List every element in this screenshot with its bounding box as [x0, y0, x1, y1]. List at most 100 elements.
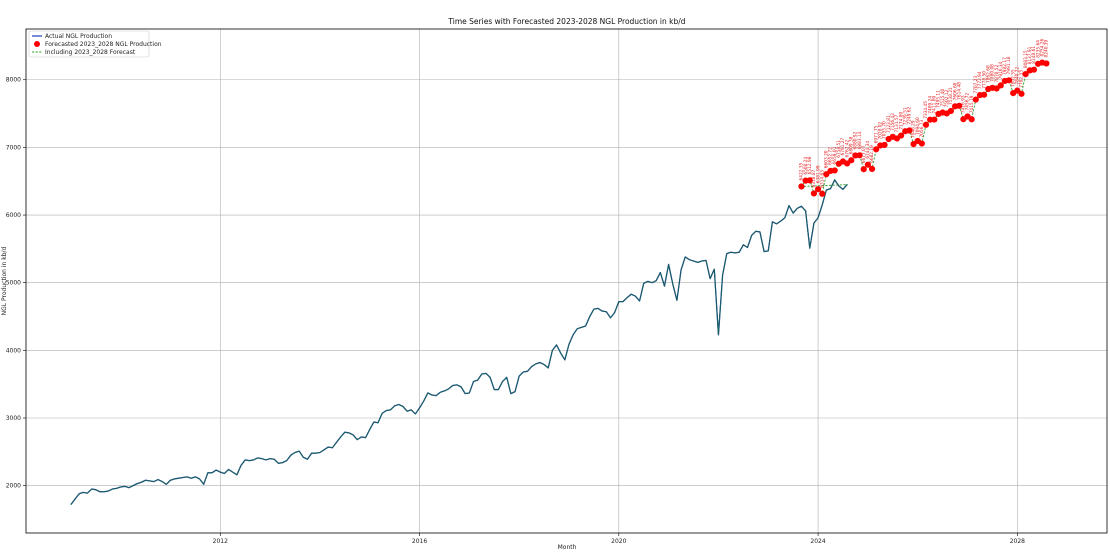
forecast-data-label: 7056.73: [919, 120, 925, 138]
forecast-data-label: 7515.40: [940, 88, 946, 106]
y-axis-label: NGL Production in kb/d: [1, 246, 8, 315]
forecast-point: [918, 140, 925, 147]
y-tick-label: 6000: [6, 212, 21, 219]
forecast-data-label: 7131.57: [894, 114, 900, 132]
forecast-point: [860, 166, 867, 173]
forecast-data-label: 8240.39: [1044, 39, 1050, 57]
forecast-point: [956, 102, 963, 109]
forecast-data-label: 7156.42: [890, 113, 896, 131]
legend-box: [28, 30, 150, 58]
forecast-point: [898, 132, 905, 139]
forecast-point: [856, 152, 863, 159]
forecast-point: [806, 177, 813, 184]
forecast-data-label: 6677.07: [861, 145, 867, 163]
forecast-data-label: 6659.01: [832, 146, 838, 164]
forecast-data-label: 7840.22: [1015, 67, 1021, 85]
forecast-point: [823, 171, 830, 178]
forecast-point: [922, 121, 930, 128]
forecast-data-label: 7772.94: [977, 71, 983, 89]
forecast-data-label: 7094.60: [915, 117, 921, 135]
forecast-point: [981, 91, 988, 98]
forecast-data-label: 7870.52: [994, 64, 1000, 82]
forecast-data-label: 8148.61: [1031, 46, 1037, 64]
x-tick-label: 2016: [412, 538, 427, 545]
forecast-data-label: 7880.08: [990, 64, 996, 82]
forecast-data-label: 7035.70: [882, 121, 888, 139]
forecast-data-label: 8137.91: [1027, 46, 1033, 64]
forecast-point: [873, 146, 880, 153]
forecast-data-label: 8083.15: [1023, 50, 1029, 68]
forecast-data-label: 7239.51: [902, 107, 908, 125]
forecast-data-label: 6682.19: [869, 145, 875, 163]
series-layer: [70, 59, 1050, 505]
forecast-point: [831, 167, 838, 174]
forecast-point: [810, 190, 818, 197]
x-axis-label: Month: [558, 544, 577, 551]
forecast-point: [1005, 77, 1013, 84]
x-tick-label: 2024: [810, 538, 825, 545]
y-tick-label: 3000: [6, 415, 21, 422]
y-tick-label: 8000: [6, 77, 21, 84]
forecast-point: [1022, 71, 1029, 78]
forecast-data-label: 7409.24: [927, 96, 933, 114]
forecast-data-label: 7495.11: [936, 90, 942, 108]
forecast-point: [848, 157, 855, 164]
forecast-data-label: 7991.18: [1006, 56, 1012, 74]
forecast-data-label: 6512.98: [807, 156, 813, 174]
forecast-point: [968, 116, 975, 123]
x-tick-label: 2028: [1010, 538, 1025, 545]
legend-combined-label: Including 2023_2028 Forecast: [45, 49, 136, 56]
forecast-data-label: 7174.80: [898, 112, 904, 130]
forecast-data-label: 7862.68: [985, 65, 991, 83]
forecast-data-label: 6508.24: [803, 157, 809, 175]
y-tick-label: 2000: [6, 483, 21, 490]
forecast-data-label: 8235.64: [1035, 40, 1041, 58]
forecast-data-label: 7334.45: [923, 101, 929, 119]
forecast-data-label: 6809.38: [848, 136, 854, 154]
forecast-data-label: 6314.63: [819, 170, 825, 188]
y-tick-label: 5000: [6, 280, 21, 287]
forecast-data-label: 6971.75: [873, 125, 879, 143]
y-axis-ticks: 2000 3000 4000 5000 6000 7000 8000: [6, 77, 26, 490]
forecast-point: [1018, 90, 1025, 97]
forecast-data-label: 7411.09: [932, 96, 938, 114]
forecast-point: [814, 186, 822, 193]
forecast-data-label: 7916.34: [998, 61, 1004, 79]
forecast-data-label: 7048.29: [911, 120, 917, 138]
forecast-data-label: 7982.17: [1002, 57, 1008, 75]
forecast-data-label: 7456.72: [965, 92, 971, 110]
forecast-data-label: 6652.72: [828, 147, 834, 165]
series-line-overlap: [70, 179, 848, 505]
grid-lines: [26, 29, 1107, 533]
chart-title: Time Series with Forecasted 2023-2028 NG…: [447, 17, 685, 26]
y-tick-label: 4000: [6, 347, 21, 354]
forecast-point: [798, 183, 805, 190]
forecast-point: [864, 161, 871, 168]
forecast-data-label: 7502.12: [944, 89, 950, 107]
x-tick-label: 2020: [611, 538, 626, 545]
legend-forecast-swatch: [34, 41, 40, 47]
forecast-point: [881, 141, 888, 149]
forecast-point: [1043, 60, 1050, 67]
forecast-data-label: 8254.26: [1039, 39, 1045, 57]
forecast-data-label: 6880.92: [853, 131, 859, 149]
forecast-point: [868, 165, 876, 172]
forecast-data-label: 6744.34: [865, 141, 871, 159]
forecast-data-label: 7249.62: [907, 106, 913, 124]
forecast-data-label: 7123.81: [886, 115, 892, 133]
legend: Actual NGL Production Forecasted 2023_20…: [28, 30, 162, 58]
forecast-data-label: 7707.23: [973, 76, 979, 94]
forecast-data-label: 7778.50: [981, 71, 987, 89]
forecast-data-label: 7792.33: [1019, 70, 1025, 88]
forecast-data-label: 6791.27: [840, 137, 846, 155]
forecast-data-label: 7606.68: [952, 82, 958, 100]
forecast-point: [906, 127, 913, 134]
forecast-point: [947, 107, 955, 115]
y-tick-label: 7000: [6, 144, 21, 151]
forecast-data-label: 6762.42: [844, 139, 850, 157]
forecast-data-label: 6318.87: [811, 169, 817, 187]
forecast-data-label: 7028.02: [878, 121, 884, 139]
